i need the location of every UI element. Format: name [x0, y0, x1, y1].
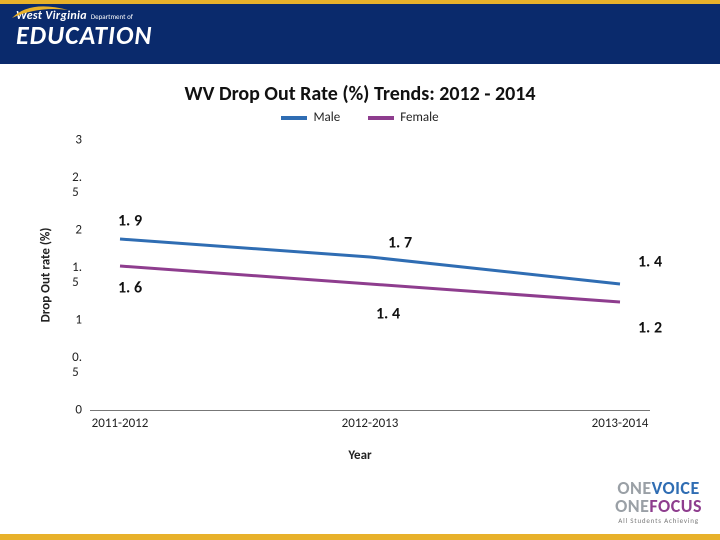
data-label: 1. 4 [638, 253, 662, 272]
legend-label-male: Male [313, 110, 340, 125]
one-voice-one-focus-logo: ONEVOICE ONEFOCUS All Students Achieving [615, 479, 702, 524]
legend-swatch-female [368, 116, 394, 120]
series-line-male [120, 239, 620, 284]
legend-swatch-male [281, 116, 307, 120]
x-axis-line [90, 410, 650, 411]
logo-main: EDUCATION [16, 22, 152, 48]
x-tick-label: 2011-2012 [92, 416, 149, 431]
legend-item-female: Female [368, 110, 438, 125]
chart-legend: Male Female [0, 110, 720, 125]
chart-plot-area: 00. 511. 522. 532011-20122012-20132013-2… [90, 140, 650, 410]
x-tick-label: 2013-2014 [592, 416, 649, 431]
swoosh-icon [10, 4, 70, 22]
legend-item-male: Male [281, 110, 340, 125]
y-tick-label: 2. 5 [72, 170, 82, 200]
wv-education-logo: West Virginia Department of EDUCATION [16, 6, 152, 48]
data-label: 1. 6 [118, 279, 142, 298]
data-label: 1. 4 [376, 305, 400, 324]
data-label: 1. 7 [388, 234, 412, 253]
y-tick-label: 2 [75, 223, 82, 238]
legend-label-female: Female [400, 110, 438, 125]
footer-one-2: ONE [615, 495, 649, 517]
y-tick-label: 3 [75, 133, 82, 148]
chart-title: WV Drop Out Rate (%) Trends: 2012 - 2014 [0, 82, 720, 106]
series-line-female [120, 266, 620, 302]
y-tick-label: 0. 5 [72, 350, 82, 380]
footer-tagline: All Students Achieving [615, 517, 702, 524]
data-label: 1. 9 [118, 212, 142, 231]
y-tick-label: 1 [75, 313, 82, 328]
y-tick-label: 0 [75, 403, 82, 418]
y-axis-title: Drop Out rate (%) [39, 228, 54, 323]
x-tick-label: 2012-2013 [342, 416, 399, 431]
footer-focus: FOCUS [649, 495, 702, 517]
data-label: 1. 2 [638, 319, 662, 338]
y-tick-label: 1. 5 [72, 260, 82, 290]
series-svg [90, 140, 650, 410]
x-axis-title: Year [0, 448, 720, 463]
